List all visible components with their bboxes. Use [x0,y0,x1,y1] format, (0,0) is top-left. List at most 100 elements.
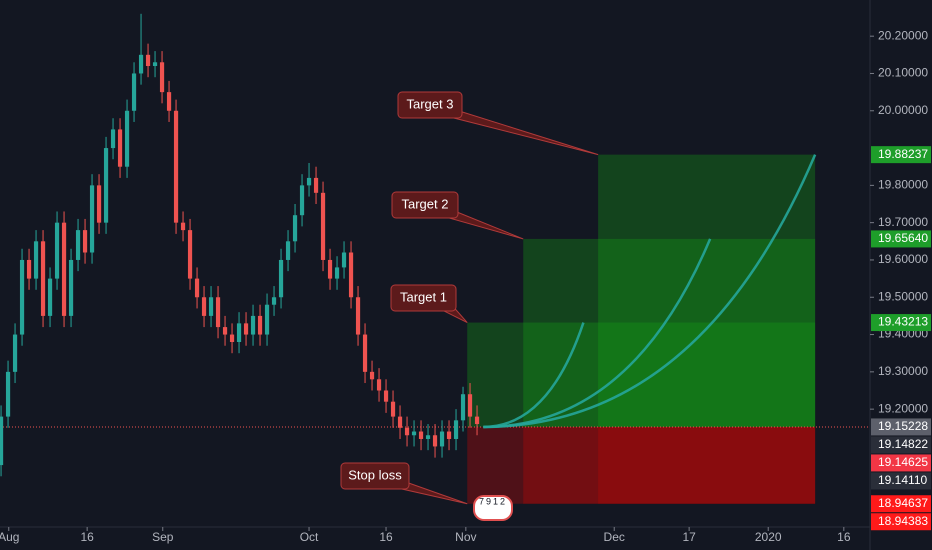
candle-body [180,222,186,231]
callout-box [390,284,457,312]
candle-body [131,73,137,111]
candle-body [47,278,53,316]
candle-body [138,54,144,74]
candle-body [187,230,193,279]
y-tick-label: 19.30000 [878,364,928,378]
candle-body [117,129,123,167]
candle-body [208,297,214,316]
x-tick-label: 16 [80,530,94,544]
candle-body [264,304,270,335]
price-label: 18.94637 [878,496,928,510]
candle-body [453,420,459,439]
candle-body [124,110,130,167]
candle-body [243,323,249,335]
price-label: 19.43213 [878,315,928,329]
candle-body [397,416,403,428]
candle-body [327,259,333,279]
candle-body [369,371,375,380]
candle-body [418,431,424,439]
candle-body [341,252,347,268]
candle-body [313,177,319,193]
candle-body [348,252,354,298]
candle-body [159,62,165,93]
candle-body [194,278,200,298]
candle-body [54,222,60,279]
target-curve [483,154,817,429]
candle-body [460,394,466,421]
candle-body [292,215,298,242]
candle-body [75,230,81,260]
loss-zone [598,426,816,504]
x-tick-label: Nov [455,530,476,544]
y-tick-label: 19.80000 [878,178,928,192]
candle-body [236,323,242,343]
candle-body [299,185,305,216]
candle-body [278,259,284,298]
x-tick-label: Dec [604,530,625,544]
y-tick-label: 19.50000 [878,289,928,303]
candle-body [26,259,32,279]
candle-body [306,177,312,186]
candle-body [110,129,116,149]
y-tick-label: 20.10000 [878,66,928,80]
candle-body [222,327,228,335]
price-label-box [871,513,931,531]
loss-zone [467,426,816,504]
candle-body [0,416,4,466]
candle-body [355,297,361,335]
candle-body [383,390,389,402]
candle-body [446,431,452,439]
candle-body [320,192,326,260]
x-tick-label: 16 [379,530,393,544]
price-label: 19.14822 [878,437,928,451]
candle-body [215,297,221,328]
candle-body [404,427,410,436]
candle-body [334,267,340,279]
candle-body [376,379,382,391]
candle-body [152,62,158,67]
price-label-box [871,472,931,490]
candle-body [68,259,74,316]
loss-zone [523,426,816,504]
price-label: 19.14110 [878,473,927,487]
candle-body [467,394,473,417]
candle-body [474,416,480,425]
price-label: 19.88237 [878,147,928,161]
price-label: 19.15228 [878,419,928,433]
candle-body [33,241,39,279]
candle-body [250,315,256,335]
candle-body [257,315,263,335]
candle-body [201,297,207,316]
candle-body [19,259,25,335]
candle-body [166,92,172,111]
candle-body [89,185,95,253]
candle-body [145,54,151,67]
x-tick-label: 17 [682,530,696,544]
x-tick-label: Aug [0,530,19,544]
candle-body [432,435,438,447]
candle-body [12,334,18,372]
x-tick-label: Oct [300,530,319,544]
price-label-box [871,146,931,164]
x-tick-label: 16 [837,530,851,544]
candle-body [390,401,396,417]
callout-label: Stop loss [348,467,402,482]
position-zones [467,154,816,504]
candle-body [40,241,46,316]
candle-body [362,334,368,372]
candle-body [271,297,277,305]
candle-body [439,431,445,447]
callout-box [391,191,459,219]
y-tick-label: 19.60000 [878,252,928,266]
price-label-box [871,314,931,332]
event-badge: 7912 [479,496,507,506]
candle-body [96,185,102,223]
candle-body [411,431,417,436]
callout-label: Target 1 [400,289,447,304]
price-label: 19.14625 [878,455,928,469]
callout-label: Target 3 [407,96,454,111]
callout-box [340,462,410,490]
candle-body [82,230,88,253]
